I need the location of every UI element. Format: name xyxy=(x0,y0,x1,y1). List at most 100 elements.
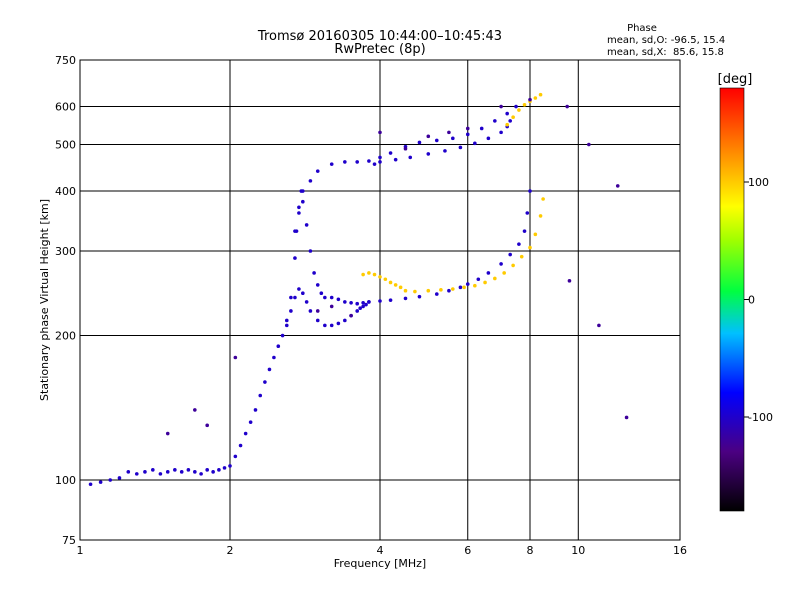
data-point-x xyxy=(367,271,371,275)
data-point-scattered xyxy=(565,104,569,109)
y-tick-label: 75 xyxy=(62,534,76,547)
data-point-o xyxy=(378,160,382,164)
data-point-o xyxy=(243,431,248,436)
data-point-o xyxy=(361,301,365,305)
axis-layer: 1 2 4 6 8 10 16 75 100 200 300 400 500 600 750 xyxy=(55,54,687,557)
colorbar-tick-label: 100 xyxy=(748,176,769,189)
data-point-x xyxy=(528,245,532,250)
x-tick-label: 10 xyxy=(571,544,585,557)
y-tick-label: 500 xyxy=(55,139,76,152)
data-point-x xyxy=(426,288,431,293)
data-point-o xyxy=(499,130,503,135)
data-point-o xyxy=(165,470,170,474)
data-point-o xyxy=(267,367,272,372)
data-point-o xyxy=(336,297,341,302)
phase-info-o: mean, sd,O: -96.5, 15.4 xyxy=(607,35,725,46)
data-point-o xyxy=(304,223,309,227)
data-point-o xyxy=(517,242,521,246)
data-point-o xyxy=(158,472,163,476)
data-point-scattered xyxy=(567,279,572,283)
data-point-o xyxy=(315,318,320,323)
data-point-scattered xyxy=(165,431,170,436)
x-tick-label: 6 xyxy=(464,544,471,557)
colorbar xyxy=(719,87,745,512)
data-point-scattered xyxy=(499,104,503,109)
data-point-scattered xyxy=(329,304,334,309)
data-point-o xyxy=(514,104,518,109)
data-point-x xyxy=(378,275,382,279)
data-point-o xyxy=(367,300,371,304)
data-point-o xyxy=(372,162,377,166)
data-point-o xyxy=(308,249,313,253)
data-point-o xyxy=(253,408,258,412)
data-point-o xyxy=(417,140,422,145)
data-point-scattered xyxy=(205,423,209,428)
data-point-o xyxy=(179,470,184,474)
data-point-x xyxy=(538,214,543,218)
data-point-x xyxy=(511,263,515,268)
data-point-scattered xyxy=(426,134,431,139)
data-point-o xyxy=(126,470,131,474)
data-point-o xyxy=(217,468,221,472)
data-points-layer xyxy=(88,92,629,487)
data-point-o xyxy=(308,179,313,183)
data-point-scattered xyxy=(378,130,382,135)
data-point-x xyxy=(451,287,455,291)
data-point-o xyxy=(499,262,503,266)
data-point-scattered xyxy=(528,97,532,102)
chart-subtitle: RwPretec (8p) xyxy=(334,42,425,57)
data-point-o xyxy=(263,380,267,384)
data-point-o xyxy=(329,162,334,166)
data-point-o xyxy=(355,160,359,164)
data-point-o xyxy=(403,296,408,301)
data-point-o xyxy=(258,393,263,398)
data-point-x xyxy=(462,285,466,290)
data-point-x xyxy=(522,102,527,107)
data-point-o xyxy=(293,229,297,233)
data-point-o xyxy=(479,126,484,131)
data-point-o xyxy=(293,256,297,260)
data-point-o xyxy=(393,157,398,162)
y-tick-label: 300 xyxy=(55,245,76,258)
data-point-o xyxy=(284,323,289,328)
data-point-o xyxy=(289,295,293,300)
data-point-o xyxy=(408,155,413,160)
data-point-x xyxy=(533,232,538,237)
data-point-x xyxy=(511,115,515,120)
data-point-o xyxy=(280,333,285,338)
data-point-x xyxy=(541,197,545,201)
data-point-x xyxy=(439,288,443,292)
data-point-o xyxy=(451,136,455,141)
data-point-scattered xyxy=(465,126,470,131)
data-point-o xyxy=(336,321,341,326)
data-point-o xyxy=(276,344,281,349)
data-point-o xyxy=(297,287,301,291)
data-point-o xyxy=(193,470,197,474)
data-point-o xyxy=(417,294,422,299)
colorbar-tick-label: -100 xyxy=(748,411,773,424)
data-point-o xyxy=(205,468,209,472)
data-point-x xyxy=(372,272,377,277)
data-point-o xyxy=(289,309,293,313)
data-point-o xyxy=(508,119,512,123)
data-point-x xyxy=(383,277,388,282)
data-point-o xyxy=(361,304,365,309)
grid-layer xyxy=(80,60,680,540)
data-point-o xyxy=(486,136,491,141)
data-point-x xyxy=(413,289,417,294)
data-point-scattered xyxy=(349,313,353,318)
data-point-o xyxy=(388,298,393,302)
data-point-o xyxy=(329,295,334,300)
data-point-scattered xyxy=(193,408,197,412)
data-point-o xyxy=(297,211,301,215)
colorbar-label: [deg] xyxy=(718,72,753,87)
data-point-o xyxy=(301,291,305,296)
data-point-o xyxy=(272,355,276,360)
data-point-x xyxy=(533,96,538,100)
data-point-o xyxy=(505,111,509,116)
data-point-o xyxy=(228,464,232,468)
data-point-o xyxy=(312,271,316,275)
data-point-o xyxy=(233,454,238,459)
